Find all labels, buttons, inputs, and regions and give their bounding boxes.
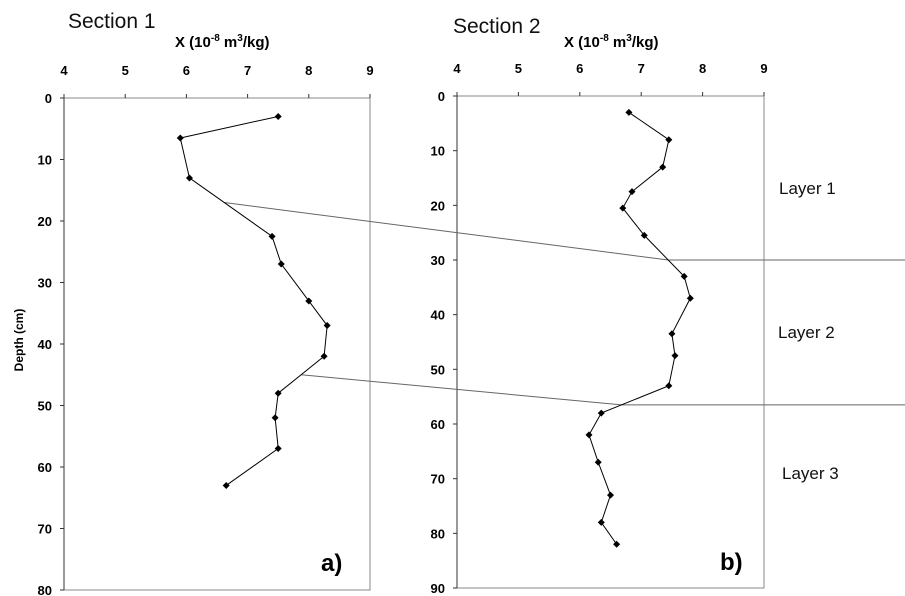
y-tick-label-b: 50 [431, 362, 445, 377]
x-tick-label-a: 6 [183, 63, 190, 78]
layer-2-label: Layer 2 [778, 323, 835, 342]
layer-3-label: Layer 3 [782, 464, 839, 483]
x-tick-label-b: 7 [638, 61, 645, 76]
x-tick-label-b: 9 [760, 61, 767, 76]
x-axis-title-2: X (10-8 m3/kg) [564, 33, 659, 51]
layer-boundary-line-2 [301, 374, 905, 406]
data-point-b [668, 330, 676, 338]
data-point-b [628, 188, 636, 196]
x-tick-label-a: 9 [366, 63, 373, 78]
data-point-a [274, 445, 282, 453]
data-point-a [274, 112, 282, 120]
data-point-b [680, 272, 688, 280]
series-line-a [179, 115, 328, 486]
data-point-b [640, 231, 648, 239]
section-2-title: Section 2 [453, 15, 541, 38]
panel-label-b: b) [720, 549, 743, 576]
plot-frame-a [63, 97, 371, 591]
data-point-a [320, 352, 328, 360]
y-tick-label-b: 40 [431, 308, 445, 323]
y-tick-label-a: 40 [38, 337, 52, 352]
x-tick-label-b: 5 [515, 61, 522, 76]
x-tick-label-a: 5 [122, 63, 129, 78]
y-tick-label-b: 0 [438, 89, 445, 104]
y-tick-label-a: 50 [38, 399, 52, 414]
x-tick-label-a: 7 [244, 63, 251, 78]
y-tick-label-b: 10 [431, 144, 445, 159]
data-point-a [274, 389, 282, 397]
data-point-a [185, 174, 193, 182]
panel-label-a: a) [321, 550, 342, 577]
layer-1-label: Layer 1 [779, 179, 836, 198]
data-point-b [625, 108, 633, 116]
series-line-b [588, 111, 691, 545]
y-tick-label-b: 20 [431, 198, 445, 213]
data-point-b [665, 136, 673, 144]
data-point-b [659, 163, 667, 171]
x-tick-label-b: 6 [576, 61, 583, 76]
data-point-b [619, 204, 627, 212]
layer-boundary-line-1 [224, 202, 905, 261]
y-tick-label-a: 10 [38, 153, 52, 168]
y-tick-label-a: 30 [38, 276, 52, 291]
data-point-a [268, 232, 276, 240]
data-point-b [665, 382, 673, 390]
x-tick-label-a: 8 [305, 63, 312, 78]
x-tick-label-b: 8 [699, 61, 706, 76]
x-tick-label-a: 4 [60, 63, 68, 78]
data-point-b [613, 540, 621, 548]
data-point-b [597, 518, 605, 526]
data-point-a [222, 481, 230, 489]
data-point-b [686, 294, 694, 302]
plot-frame-b [456, 95, 765, 589]
y-tick-label-b: 70 [431, 472, 445, 487]
y-tick-label-a: 60 [38, 460, 52, 475]
data-point-a [277, 260, 285, 268]
data-point-b [671, 352, 679, 360]
y-tick-label-a: 20 [38, 214, 52, 229]
y-axis-title: Depth (cm) [12, 309, 26, 372]
data-point-a [271, 414, 279, 422]
data-point-b [607, 491, 614, 499]
y-tick-label-a: 80 [38, 583, 52, 596]
data-point-a [305, 297, 313, 305]
data-point-b [594, 458, 602, 466]
y-tick-label-b: 90 [431, 581, 445, 596]
section-1-title: Section 1 [68, 10, 156, 33]
y-tick-label-b: 60 [431, 417, 445, 432]
y-tick-label-a: 70 [38, 522, 52, 537]
data-point-b [597, 409, 605, 417]
data-point-a [176, 134, 184, 142]
data-point-a [323, 322, 331, 330]
y-tick-label-b: 30 [431, 253, 445, 268]
data-point-b [585, 431, 593, 439]
x-tick-label-b: 4 [453, 61, 461, 76]
x-axis-title-1: X (10-8 m3/kg) [175, 33, 270, 51]
y-tick-label-b: 80 [431, 526, 445, 541]
y-tick-label-a: 0 [45, 91, 52, 106]
